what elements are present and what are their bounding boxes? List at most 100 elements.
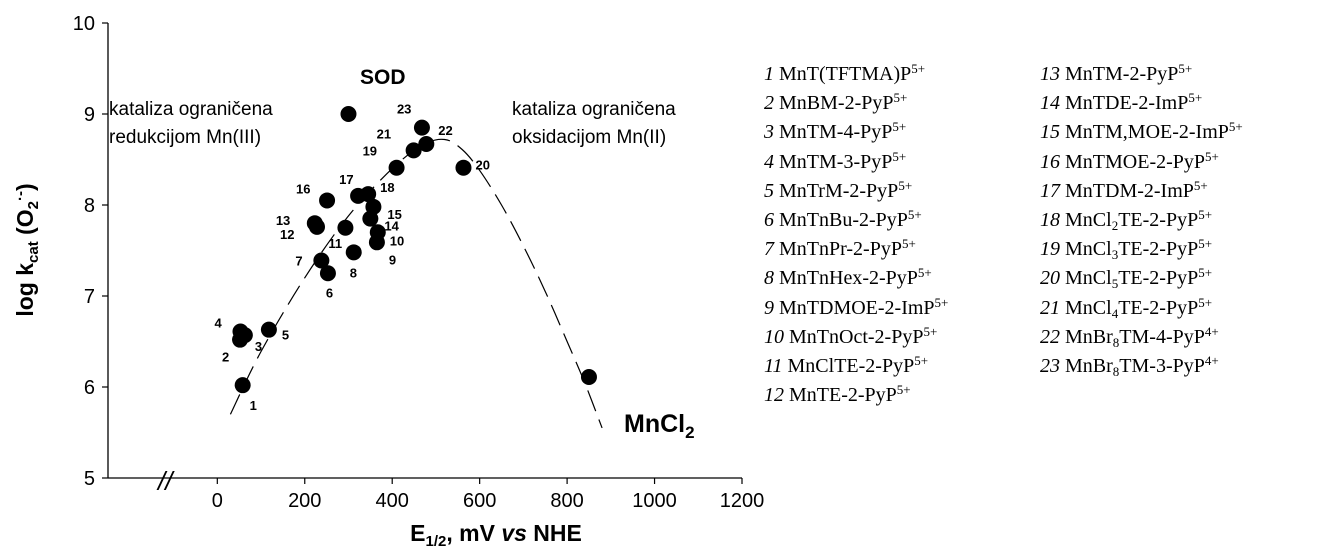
- legend-number: 1: [764, 63, 774, 85]
- legend-item: 7 MnTnPr-2-PyP5+: [764, 235, 948, 264]
- y-tick-label: 10: [73, 13, 95, 35]
- sod-label: SOD: [360, 66, 406, 89]
- y-tick-label: 7: [84, 286, 95, 308]
- point-label: 9: [389, 252, 396, 267]
- point-label: 13: [276, 213, 290, 228]
- point-label: 5: [282, 328, 289, 343]
- legend-item: 3 MnTM-4-PyP5+: [764, 118, 948, 147]
- legend-number: 10: [764, 325, 784, 348]
- legend-item: 4 MnTM-3-PyP5+: [764, 148, 948, 177]
- y-label-sub: cat: [25, 241, 42, 263]
- legend-number: 3: [764, 121, 774, 144]
- legend-number: 11: [764, 354, 783, 377]
- point-label: 10: [390, 233, 404, 248]
- legend-number: 7: [764, 238, 774, 261]
- legend-compound: MnTM,MOE-2-ImP5+: [1065, 119, 1243, 144]
- legend-compound: MnBr8TM-4-PyP4+: [1065, 323, 1219, 350]
- legend-number: 20: [1040, 267, 1060, 290]
- axes: 0 200 400 600 800 1000 1200 5 6 7 8 9 10 //: [73, 13, 765, 512]
- y-tick-label: 6: [84, 377, 95, 399]
- data-point: [234, 377, 251, 394]
- y-label-sup2: ·-: [12, 191, 29, 201]
- x-tick-label: 600: [463, 490, 496, 512]
- legend-compound: MnCl4TE-2-PyP5+: [1065, 294, 1213, 321]
- data-point: [319, 192, 336, 209]
- legend-item: 16 MnTMOE-2-PyP5+: [1040, 148, 1243, 177]
- legend-number: 17: [1040, 179, 1060, 202]
- legend-compound: MnTM-4-PyP5+: [779, 119, 907, 144]
- legend-item: 19 MnCl3TE-2-PyP5+: [1040, 235, 1243, 264]
- y-label-main: log k: [12, 263, 38, 317]
- y-tick-label: 8: [84, 195, 95, 217]
- legend-number: 4: [764, 150, 774, 173]
- legend-number: 21: [1040, 296, 1060, 319]
- legend-item: 22 MnBr8TM-4-PyP4+: [1040, 323, 1243, 352]
- legend-item: 15 MnTM,MOE-2-ImP5+: [1040, 118, 1243, 147]
- point-label: 19: [363, 144, 377, 159]
- data-point: [313, 252, 330, 269]
- data-point: [405, 142, 422, 159]
- x-label-rest: , mV: [446, 520, 501, 546]
- y-tick-label: 5: [84, 468, 95, 490]
- legend-compound: MnTMOE-2-PyP5+: [1065, 148, 1219, 173]
- legend-number: 15: [1040, 121, 1060, 144]
- legend-item: 23 MnBr8TM-3-PyP4+: [1040, 352, 1243, 381]
- legend-item: 13 MnTM-2-PyP5+: [1040, 60, 1243, 89]
- data-point: [418, 136, 435, 153]
- legend-number: 13: [1040, 63, 1060, 85]
- point-label: 18: [380, 180, 394, 195]
- x-label-main: E: [410, 520, 425, 546]
- point-label: 4: [214, 315, 222, 330]
- legend-number: 22: [1040, 325, 1060, 348]
- data-point: [260, 321, 277, 338]
- mncl2-label-main: MnCl: [624, 410, 685, 438]
- point-label: 21: [377, 126, 391, 141]
- point-label: 16: [296, 181, 310, 196]
- legend-item: 11 MnClTE-2-PyP5+: [764, 352, 948, 381]
- legend-item: 9 MnTDMOE-2-ImP5+: [764, 294, 948, 323]
- point-label: 17: [339, 172, 353, 187]
- legend-number: 2: [764, 92, 774, 115]
- legend-item: 10 MnTnOct-2-PyP5+: [764, 323, 948, 352]
- legend-column-2: 13 MnTM-2-PyP5+ 14 MnTDE-2-ImP5+ 15 MnTM,M…: [1040, 60, 1243, 381]
- legend-item: 6 MnTnBu-2-PyP5+: [764, 206, 948, 235]
- legend-compound: MnTDMOE-2-ImP5+: [779, 294, 949, 319]
- legend-compound: MnCl3TE-2-PyP5+: [1065, 236, 1213, 263]
- data-point: [413, 119, 430, 136]
- legend-item: 20 MnCl5TE-2-PyP5+: [1040, 264, 1243, 293]
- data-point: [388, 159, 405, 176]
- point-label: 22: [438, 123, 452, 138]
- legend-compound: MnTnOct-2-PyP5+: [789, 323, 938, 348]
- legend-compound: MnTDE-2-ImP5+: [1065, 90, 1203, 115]
- point-label: 20: [475, 158, 489, 173]
- point-label: 14: [384, 219, 399, 234]
- data-point: [345, 244, 362, 261]
- data-point: [455, 159, 472, 176]
- legend-item: 1 MnT(TFTMA)P5+: [764, 60, 948, 89]
- legend-item: 5 MnTrM-2-PyP5+: [764, 177, 948, 206]
- legend-compound: MnCl5TE-2-PyP5+: [1065, 265, 1213, 292]
- legend-compound: MnTE-2-PyP5+: [789, 382, 911, 407]
- y-tick-label: 9: [84, 104, 95, 126]
- x-tick-label: 200: [288, 490, 321, 512]
- left-annotation-line2: redukcijom Mn(III): [109, 127, 261, 148]
- x-label-tail: NHE: [527, 520, 582, 546]
- data-points: [232, 106, 597, 394]
- legend-number: 12: [764, 384, 784, 407]
- axis-break-mark: //: [156, 466, 175, 496]
- legend-item: 18 MnCl2TE-2-PyP5+: [1040, 206, 1243, 235]
- x-tick-label: 400: [376, 490, 409, 512]
- legend-compound: MnTDM-2-ImP5+: [1065, 177, 1208, 202]
- x-ticks: 0 200 400 600 800 1000 1200: [212, 478, 764, 512]
- legend-number: 23: [1040, 354, 1060, 377]
- y-ticks: 5 6 7 8 9 10: [73, 13, 108, 490]
- legend-number: 5: [764, 179, 774, 202]
- legend-item: 8 MnTnHex-2-PyP5+: [764, 264, 948, 293]
- legend-item: 2 MnBM-2-PyP5+: [764, 89, 948, 118]
- legend-compound: MnTM-3-PyP5+: [779, 148, 907, 173]
- point-label: 3: [255, 339, 262, 354]
- data-point: [580, 368, 597, 385]
- legend-item: 14 MnTDE-2-ImP5+: [1040, 89, 1243, 118]
- left-annotation-line1: kataliza ograničena: [109, 99, 273, 120]
